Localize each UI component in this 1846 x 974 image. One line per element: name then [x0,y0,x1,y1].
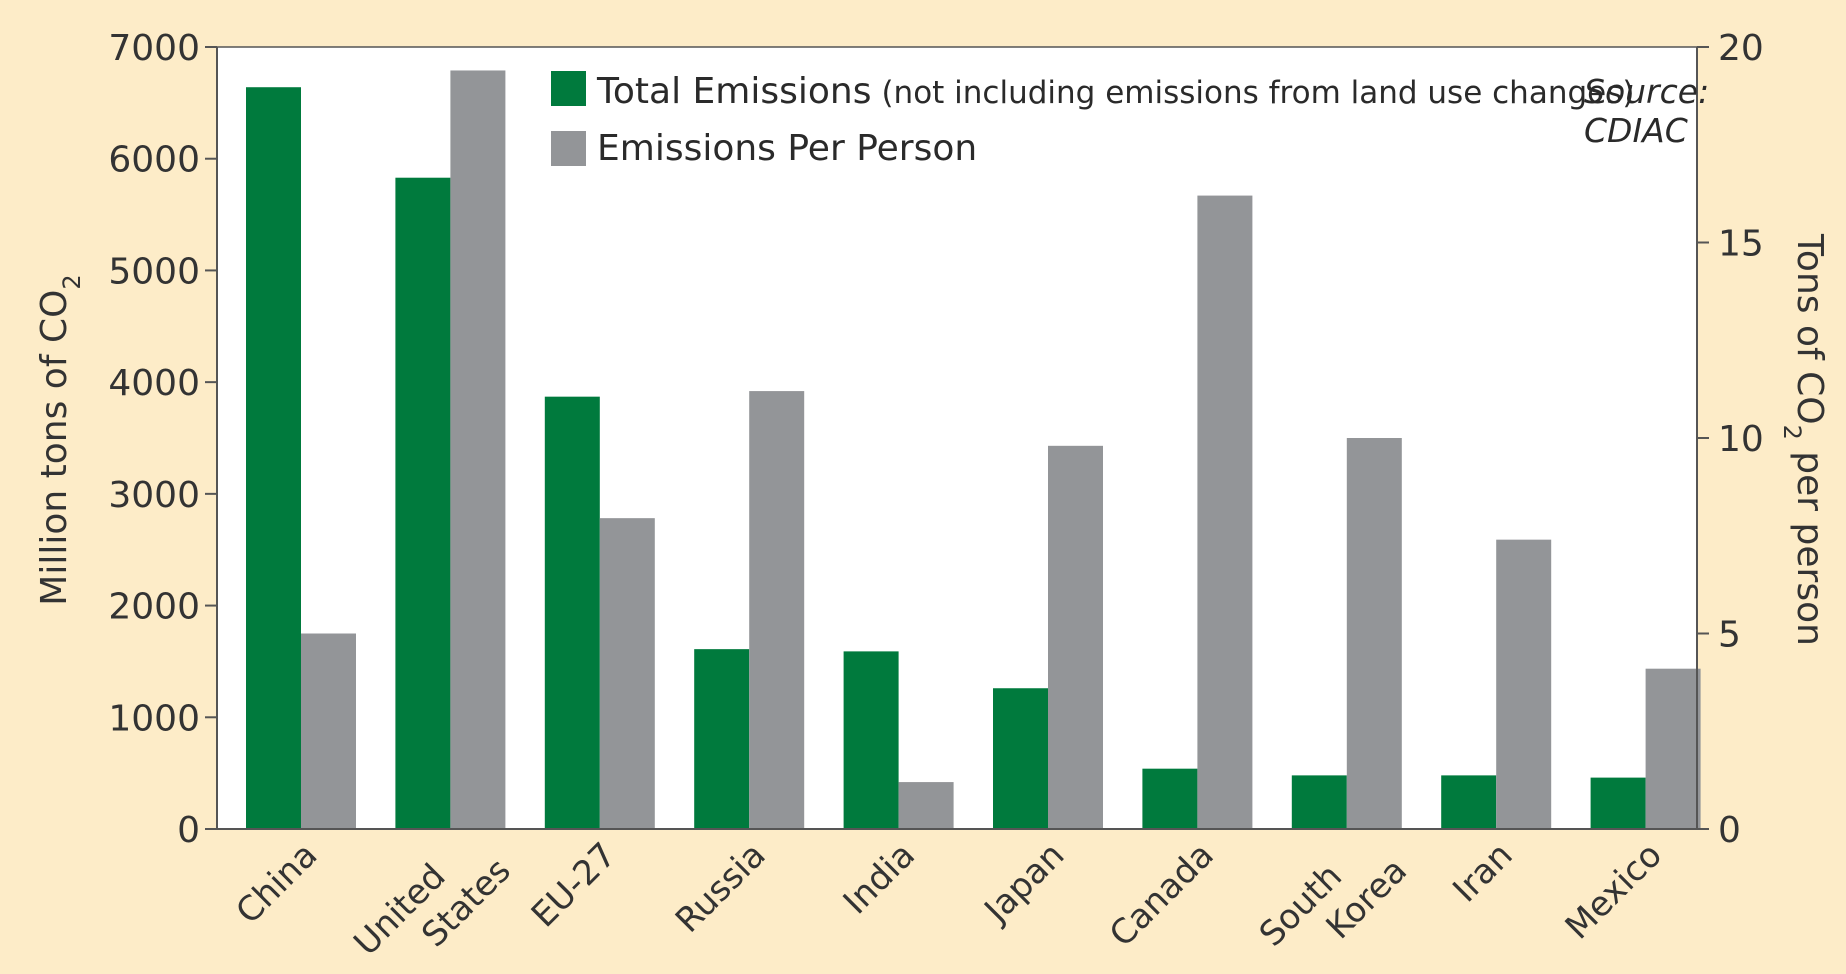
legend-swatch-emissions-per-person [551,131,586,166]
right-tick-label: 0 [1718,810,1741,851]
left-tick-label: 3000 [108,475,200,516]
bar-total-south-korea [1291,775,1347,829]
legend-swatch-total-emissions [551,71,586,106]
bar-per-person-canada [1197,195,1253,829]
bar-total-japan [993,688,1048,829]
bar-total-mexico [1590,777,1646,829]
left-tick-label: 4000 [108,363,200,404]
right-tick-label: 5 [1718,615,1741,656]
bar-per-person-iran [1496,539,1552,829]
bar-per-person-india [898,782,954,829]
bar-per-person-mexico [1645,668,1701,829]
bar-per-person-japan [1048,445,1103,829]
right-axis-label-subscript: 2 [1778,425,1806,440]
left-tick-label: 2000 [108,587,200,628]
left-tick-label: 6000 [108,140,200,181]
left-axis-ticks: 0 1000 2000 3000 4000 5000 6000 7000 [108,28,217,851]
legend: Total Emissions (not including emissions … [551,71,1634,169]
bar-total-india [843,651,899,829]
axes-group [216,46,1698,830]
bar-total-united-states [395,177,451,830]
right-tick-label: 10 [1718,419,1764,460]
source-label: Source: [1584,72,1709,111]
bar-total-iran [1441,775,1497,829]
bar-per-person-russia [749,391,805,829]
bar-per-person-south-korea [1346,438,1402,829]
bar-total-canada [1142,768,1198,829]
left-axis-label-subscript: 2 [58,274,86,289]
bar-total-russia [694,649,750,829]
right-axis-ticks: 0 5 10 15 20 [1697,28,1764,851]
bar-total-eu-27 [544,396,600,829]
left-tick-label: 5000 [108,251,200,292]
bars-group [246,70,1701,830]
left-axis-label: Million tons of CO2 [34,274,86,605]
source-value: CDIAC [1584,111,1688,150]
right-axis-label: Tons of CO2 per person [1778,233,1830,646]
bar-per-person-china [301,633,356,829]
left-tick-label: 7000 [108,28,200,69]
legend-label-emissions-per-person: Emissions Per Person [597,128,977,169]
left-tick-label: 1000 [108,698,200,739]
bar-per-person-eu-27 [599,518,655,829]
right-tick-label: 15 [1718,224,1764,265]
bar-per-person-united-states [450,70,506,829]
right-tick-label: 20 [1718,28,1764,69]
legend-label-total-emissions: Total Emissions (not including emissions … [596,71,1634,112]
left-tick-label: 0 [177,810,200,851]
bar-total-china [246,87,301,829]
